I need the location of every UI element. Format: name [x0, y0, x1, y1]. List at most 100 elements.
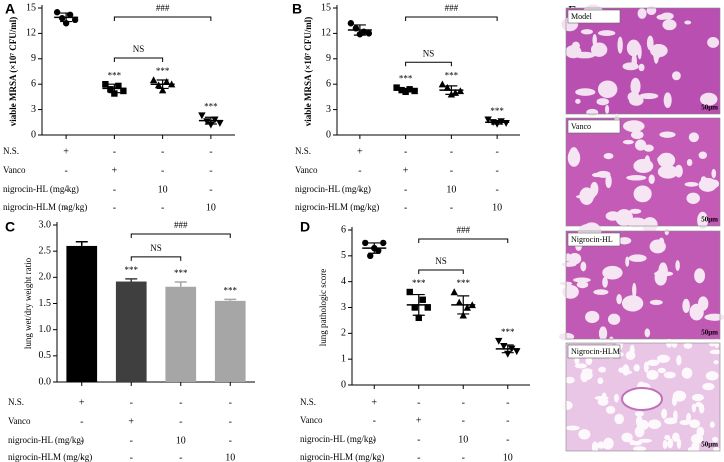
alveolus: [711, 168, 717, 179]
bracket: [130, 233, 231, 238]
table-cell: 10: [176, 435, 186, 446]
error-bar: [399, 87, 412, 93]
y-tick-label: 9: [31, 53, 36, 64]
alveolus: [649, 239, 666, 254]
data-point: [102, 81, 109, 88]
data-point: [424, 304, 431, 311]
significance-stars: ***: [457, 278, 471, 288]
alveolus: [686, 192, 700, 204]
table-cell: 10: [158, 184, 168, 195]
alveolus: [648, 174, 655, 184]
table-row-label: N.S.: [300, 397, 316, 407]
alveolus: [633, 158, 654, 174]
alveolus: [663, 92, 672, 108]
table-cell: -: [130, 397, 133, 408]
table-cell: +: [63, 146, 69, 157]
table-cell: -: [404, 146, 407, 157]
histology-image: Vanco 50μm: [565, 113, 721, 233]
alveolus: [592, 34, 597, 47]
alveolus: [682, 298, 690, 313]
table-cell: -: [358, 165, 361, 176]
alveolus: [621, 432, 633, 443]
table-cell: 10: [446, 184, 456, 195]
y-tick-label: 0: [341, 379, 346, 390]
alveolus: [709, 179, 720, 189]
alveolus: [672, 71, 681, 81]
data-point: [71, 16, 79, 24]
image-border: [565, 230, 721, 340]
y-tick-label: 0: [31, 129, 36, 140]
alveolus: [646, 369, 659, 380]
image-label-box: [567, 344, 621, 359]
alveolus: [629, 344, 635, 356]
alveolus: [575, 88, 596, 96]
data-point: [367, 252, 374, 260]
alveolus: [649, 299, 663, 306]
error-bar: [491, 120, 504, 125]
alveolus: [656, 14, 668, 20]
bar: [66, 245, 98, 382]
table-row-label: Vanco: [300, 415, 323, 425]
y-tick-label: 3: [326, 104, 331, 115]
alveolus: [596, 98, 609, 106]
significance-stars: ***: [445, 70, 459, 80]
y-tick-label: 0: [326, 129, 331, 140]
alveolus: [691, 403, 697, 413]
table-row-label: N.S.: [295, 146, 311, 156]
alveolus: [625, 256, 630, 267]
alveolus: [564, 376, 575, 384]
table-cell: +: [403, 165, 409, 176]
table-cell: -: [161, 146, 164, 157]
table-cell: -: [179, 397, 182, 408]
alveolus: [614, 393, 619, 403]
alveolus: [596, 170, 611, 178]
y-tick-label: 2.5: [39, 245, 52, 256]
alveolus: [653, 45, 660, 64]
alveolus: [597, 441, 605, 449]
alveolus: [629, 208, 642, 214]
bracket-label: ###: [445, 3, 459, 13]
y-tick-label: 0.5: [39, 350, 52, 361]
data-point: [438, 80, 447, 88]
bracket-label: NS: [435, 256, 447, 266]
alveolus: [662, 19, 677, 31]
bracket-label: NS: [423, 48, 435, 58]
table-row-label: N.S.: [8, 397, 24, 407]
alveolus: [581, 368, 593, 374]
alveolus: [580, 261, 587, 272]
image-border: [565, 117, 721, 227]
alveolus: [697, 296, 709, 311]
alveolus: [657, 156, 663, 163]
data-point: [455, 298, 463, 306]
alveolus: [659, 355, 664, 362]
table-cell: -: [209, 146, 212, 157]
alveolus: [654, 271, 674, 277]
scale-label: 50μm: [701, 441, 718, 449]
alveolus: [662, 439, 668, 449]
table-cell: -: [404, 184, 407, 195]
bracket-label: ###: [174, 220, 188, 230]
y-axis-title: viable MRSA (×10⁷ CFU/ml): [8, 17, 18, 127]
bracket-label: ###: [156, 3, 170, 13]
alveolus: [573, 277, 591, 283]
alveolus: [664, 434, 671, 440]
alveolus: [622, 62, 639, 71]
alveolus: [671, 341, 678, 348]
table-row-label: nigrocin-HL (mg/kg): [295, 184, 371, 194]
data-point: [406, 288, 413, 296]
alveolus: [648, 419, 662, 430]
bracket: [405, 61, 452, 67]
table-cell: -: [495, 146, 498, 157]
table-cell: -: [450, 146, 453, 157]
y-tick-label: 2: [341, 328, 346, 339]
data-point: [162, 77, 171, 85]
error-bar: [457, 295, 470, 315]
y-tick-label: 15: [321, 2, 331, 13]
bracket-label: ###: [457, 225, 471, 235]
data-point: [107, 86, 114, 93]
table-cell: 10: [458, 434, 468, 445]
y-tick-label: 5: [341, 250, 346, 261]
alveolus: [585, 310, 600, 324]
panel-label: C: [5, 219, 15, 235]
alveolus: [630, 77, 641, 95]
